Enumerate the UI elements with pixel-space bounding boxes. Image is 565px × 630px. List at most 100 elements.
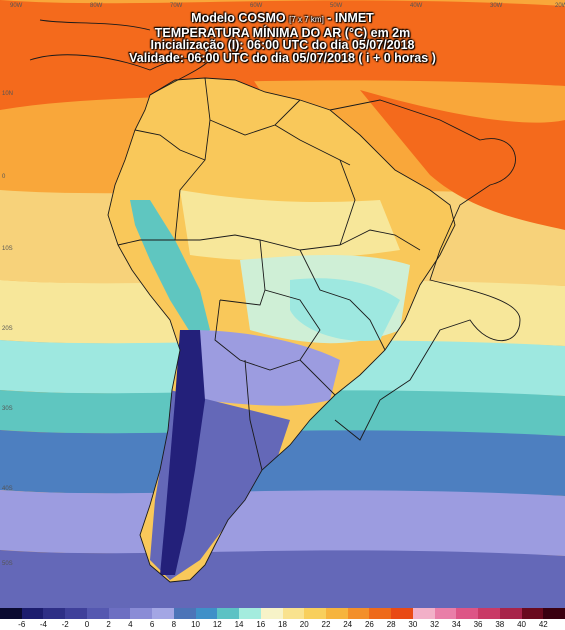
continent-coastline <box>107 77 456 583</box>
colorbar-swatch <box>543 608 565 619</box>
colorbar-tick-label: 8 <box>171 620 177 629</box>
border-line <box>117 239 175 246</box>
latitude-label: 0 <box>2 174 6 180</box>
colorbar-swatch <box>130 608 153 619</box>
variable-title: TEMPERATURA MÍNIMA DO AR (°C) em 2m <box>154 25 411 40</box>
colorbar-tick-label: 34 <box>451 620 461 629</box>
colorbar-swatch <box>108 608 131 619</box>
border-line <box>339 159 356 246</box>
colorbar-labels: -6 -4 -2 0 2 4 6 8 10 12 14 16 18 20 22 24 26 28 30 32 34 36 3… <box>0 620 565 630</box>
colorbar-tick-label: 16 <box>256 620 266 629</box>
warm-atlantic-tongue <box>360 90 565 230</box>
colorbar-swatch <box>456 608 479 619</box>
temperature-field-map: 90W 80W 70W 60W 50W 40W 30W 20W 10N 0 10S 20S 30S 40S… <box>0 0 565 608</box>
latitude-label: 30S <box>2 406 13 412</box>
colorbar-swatch <box>434 608 457 619</box>
colorbar-tick-label: 14 <box>234 620 244 629</box>
colorbar-swatch <box>0 608 22 619</box>
warm-pacific-tongue <box>0 58 260 110</box>
border-line <box>204 77 301 136</box>
colorbar-swatch <box>195 608 218 619</box>
colorbar-tick-label: 10 <box>191 620 201 629</box>
coordinate-labels: 90W 80W 70W 60W 50W 40W 30W 20W 10N 0 10S 20S 30S 40S… <box>2 3 565 567</box>
colorbar-tick-label: 20 <box>299 620 309 629</box>
colorbar-swatch <box>239 608 261 619</box>
colorbar-tick-label: 40 <box>517 620 526 629</box>
colorbar-swatch <box>412 608 435 619</box>
colorbar-swatch <box>260 608 283 619</box>
colorbar-tick-label: 28 <box>386 620 396 629</box>
colorbar-swatches <box>0 608 565 619</box>
temperature-colorbar: -6 -4 -2 0 2 4 6 8 10 12 14 16 18 20 22 24 26 28 30 32 34 36 3… <box>0 608 565 630</box>
ocean-temperature-band <box>0 430 565 496</box>
andes-cool-band <box>130 200 210 340</box>
caribbean-coast <box>39 19 151 31</box>
ocean-temperature-band <box>0 550 565 608</box>
forecast-map: 90W 80W 70W 60W 50W 40W 30W 20W 10N 0 10S 20S 30S 40S… <box>0 0 565 608</box>
colorbar-swatch <box>369 608 392 619</box>
longitude-label: 80W <box>90 3 103 9</box>
colorbar-tick-label: 22 <box>321 620 331 629</box>
longitude-label: 40W <box>410 3 423 9</box>
colorbar-swatch <box>478 608 500 619</box>
border-line <box>219 289 266 306</box>
model-resolution: [7 x 7 km] <box>289 15 324 24</box>
colorbar-tick-label: -6 <box>18 620 26 629</box>
longitude-label: 50W <box>330 3 343 9</box>
andes-coldest-band <box>160 330 205 575</box>
border-line <box>274 124 351 166</box>
border-line <box>244 359 263 471</box>
colorbar-tick-label: 36 <box>473 620 483 629</box>
colorbar-swatch <box>499 608 522 619</box>
latitude-label: 50S <box>2 561 13 567</box>
colorbar-tick-label: 4 <box>128 620 133 629</box>
colorbar-tick-label: 18 <box>278 620 287 629</box>
map-title: Modelo COSMO [7 x 7 km] - INMET TEMPERAT… <box>0 12 565 64</box>
colorbar-swatch <box>43 608 66 619</box>
latitude-label: 20S <box>2 326 13 332</box>
latitude-label: 10N <box>2 91 13 97</box>
country-borders <box>29 19 521 583</box>
continent-temperature-fill <box>108 78 455 582</box>
colorbar-tick-label: 30 <box>408 620 418 629</box>
colorbar-tick-label: 12 <box>212 620 222 629</box>
colorbar-tick-label: 0 <box>84 620 90 629</box>
longitude-label: 70W <box>170 3 183 9</box>
ocean-temperature-bands <box>0 0 565 608</box>
model-source: - INMET <box>327 11 374 25</box>
longitude-label: 60W <box>250 3 263 9</box>
colorbar-tick-label: 42 <box>538 620 548 629</box>
colorbar-swatch <box>304 608 327 619</box>
colorbar-swatch <box>326 608 348 619</box>
longitude-label: 20W <box>555 3 565 9</box>
colorbar-swatch <box>65 608 87 619</box>
colorbar-tick-label: 2 <box>106 620 111 629</box>
longitude-label: 90W <box>10 3 23 9</box>
land-temperature-zones <box>130 190 410 580</box>
colorbar-swatch <box>217 608 240 619</box>
border-line <box>299 249 386 351</box>
central-america-coast <box>29 54 211 96</box>
border-line <box>214 299 301 371</box>
border-line <box>134 129 206 161</box>
border-line <box>259 239 321 361</box>
colorbar-tick-label: 24 <box>343 620 353 629</box>
colorbar-swatch <box>347 608 370 619</box>
border-line <box>299 359 336 396</box>
longitude-label: 30W <box>490 3 503 9</box>
colorbar-tick-label: 38 <box>495 620 505 629</box>
colorbar-swatch <box>173 608 196 619</box>
border-line <box>339 229 421 251</box>
colorbar-tick-label: -4 <box>39 620 48 629</box>
colorbar-swatch <box>86 608 109 619</box>
latitude-label: 40S <box>2 486 13 492</box>
border-line <box>174 119 211 241</box>
colorbar-tick-label: 26 <box>364 620 374 629</box>
valid-time: Validade: 06:00 UTC do dia 05/07/2018 ( … <box>129 50 436 65</box>
colorbar-swatch <box>521 608 544 619</box>
init-time: Inicialização (I): 06:00 UTC do dia 05/0… <box>150 38 415 53</box>
model-title: Modelo COSMO [7 x 7 km] - INMET <box>0 12 565 27</box>
colorbar-tick-label: 6 <box>149 620 155 629</box>
border-line <box>175 234 341 251</box>
colorbar-swatch <box>282 608 305 619</box>
